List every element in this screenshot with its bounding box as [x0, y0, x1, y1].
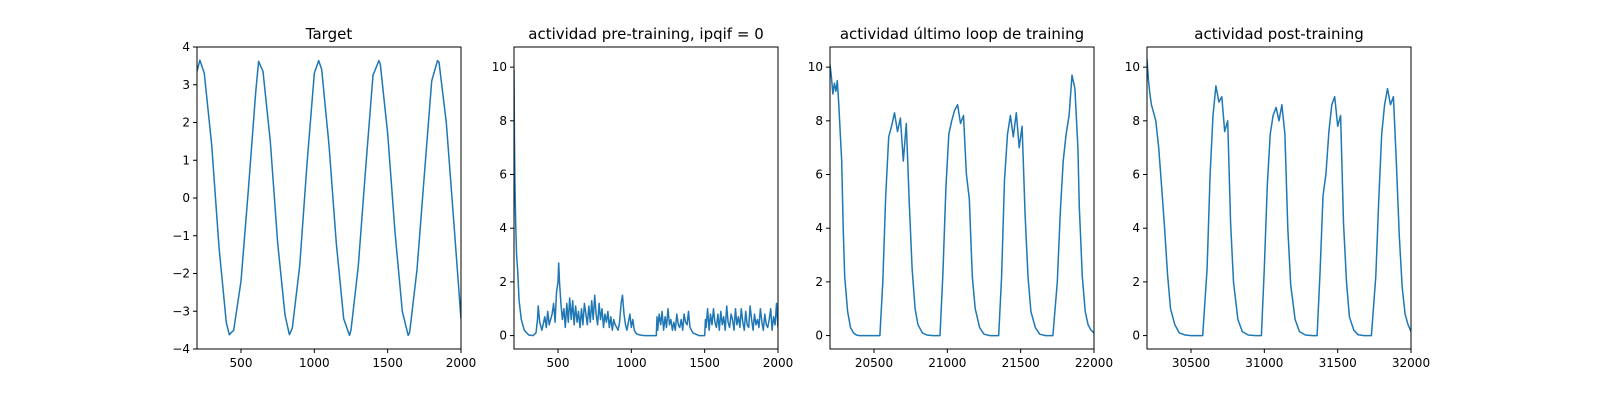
subplot-4: actividad post-training 30500 31000 31500 32… [1125, 25, 1430, 370]
series-line-1 [197, 59, 461, 337]
y-tick-label: 0 [499, 329, 507, 343]
x-tick-label: 31500 [1319, 356, 1357, 370]
x-tick-label: 500 [547, 356, 570, 370]
subplot-title: actividad último loop de training [840, 25, 1084, 43]
y-tick-label: 2 [1132, 275, 1140, 289]
x-tick-label: 1000 [616, 356, 647, 370]
x-tick-label: 31000 [1245, 356, 1283, 370]
axes-frame [829, 46, 1095, 350]
y-tick-label: 10 [808, 60, 823, 74]
series-line-1 [514, 69, 778, 337]
y-tick-label: 0 [182, 191, 190, 205]
subplot-title: Target [305, 25, 353, 43]
subplot-title: actividad post-training [1194, 25, 1363, 43]
y-tick-label: −1 [172, 229, 190, 243]
x-tick-label: 32000 [1392, 356, 1430, 370]
x-tick-label: 2000 [763, 356, 794, 370]
y-tick-label: 2 [815, 275, 823, 289]
x-tick-label: 21000 [928, 356, 966, 370]
y-tick-label: 4 [499, 221, 507, 235]
subplot-title: actividad pre-training, ipqif = 0 [528, 25, 764, 43]
y-tick-label: 6 [1132, 168, 1140, 182]
y-tick-label: 4 [1132, 221, 1140, 235]
x-tick-label: 500 [230, 356, 253, 370]
axes-frame [513, 46, 779, 350]
x-tick-label: 30500 [1172, 356, 1210, 370]
x-tick-label: 20500 [855, 356, 893, 370]
y-tick-label: 3 [182, 78, 190, 92]
y-tick-label: 10 [492, 60, 507, 74]
y-tick-label: 4 [815, 221, 823, 235]
y-tick-label: 8 [815, 114, 823, 128]
y-tick-label: 0 [815, 329, 823, 343]
x-tick-label: 22000 [1075, 356, 1113, 370]
subplot-1: Target 500 1000 1500 2000 −4 −3 −2 −1 0 1 2 3 4 [172, 25, 476, 370]
y-tick-label: 4 [182, 40, 190, 54]
y-tick-label: 10 [1125, 60, 1140, 74]
y-tick-label: 8 [499, 114, 507, 128]
y-tick-label: 6 [815, 168, 823, 182]
y-tick-label: −2 [172, 267, 190, 281]
y-tick-label: 2 [499, 275, 507, 289]
series-line-1 [1147, 59, 1411, 337]
x-tick-label: 1500 [689, 356, 720, 370]
y-tick-label: 1 [182, 153, 190, 167]
y-tick-label: 0 [1132, 329, 1140, 343]
x-tick-label: 21500 [1002, 356, 1040, 370]
x-tick-label: 2000 [446, 356, 477, 370]
axes-frame [1146, 46, 1412, 350]
y-tick-label: 6 [499, 168, 507, 182]
series-line-1 [830, 64, 1094, 337]
y-tick-label: −4 [172, 342, 190, 356]
y-tick-label: 2 [182, 116, 190, 130]
y-tick-label: −3 [172, 304, 190, 318]
x-tick-label: 1500 [372, 356, 403, 370]
y-tick-label: 8 [1132, 114, 1140, 128]
x-tick-label: 1000 [299, 356, 330, 370]
subplot-2: actividad pre-training, ipqif = 0 500 1000… [492, 25, 794, 370]
